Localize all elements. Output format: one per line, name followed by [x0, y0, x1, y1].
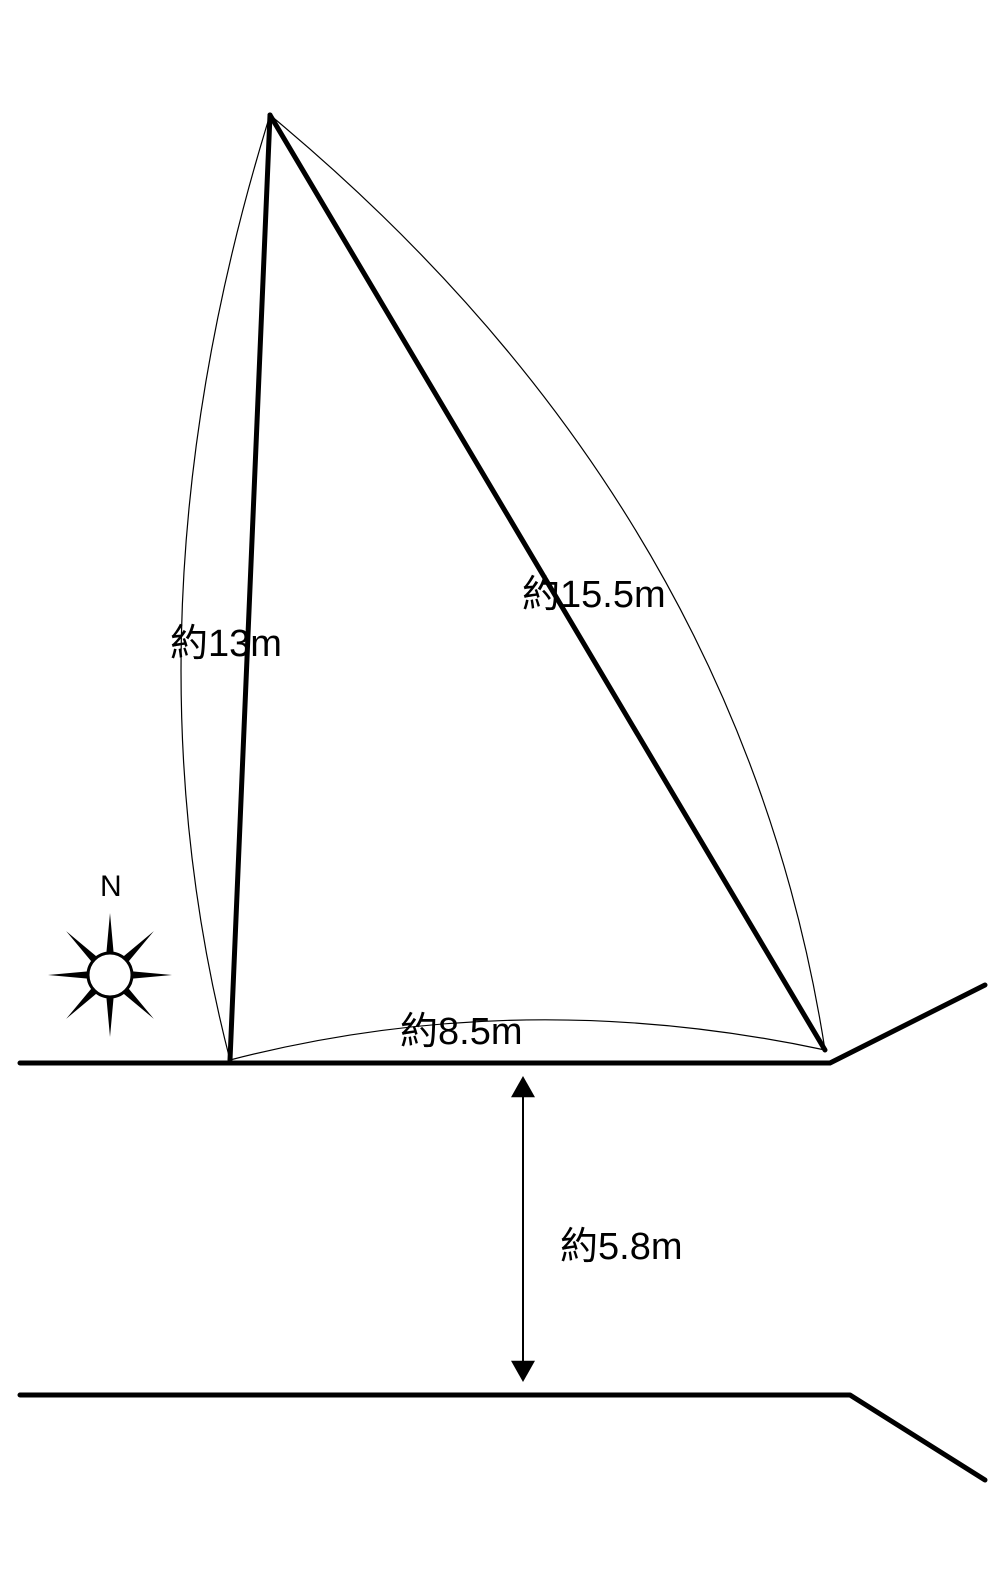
label-right-side: 約15.5m	[522, 563, 666, 618]
plot-diagram	[0, 0, 1000, 1584]
label-road-gap: 約5.8m	[560, 1215, 682, 1270]
label-bottom-side: 約8.5m	[400, 1000, 522, 1055]
compass-north-label: N	[100, 870, 122, 904]
label-left-side: 約13m	[170, 612, 282, 667]
